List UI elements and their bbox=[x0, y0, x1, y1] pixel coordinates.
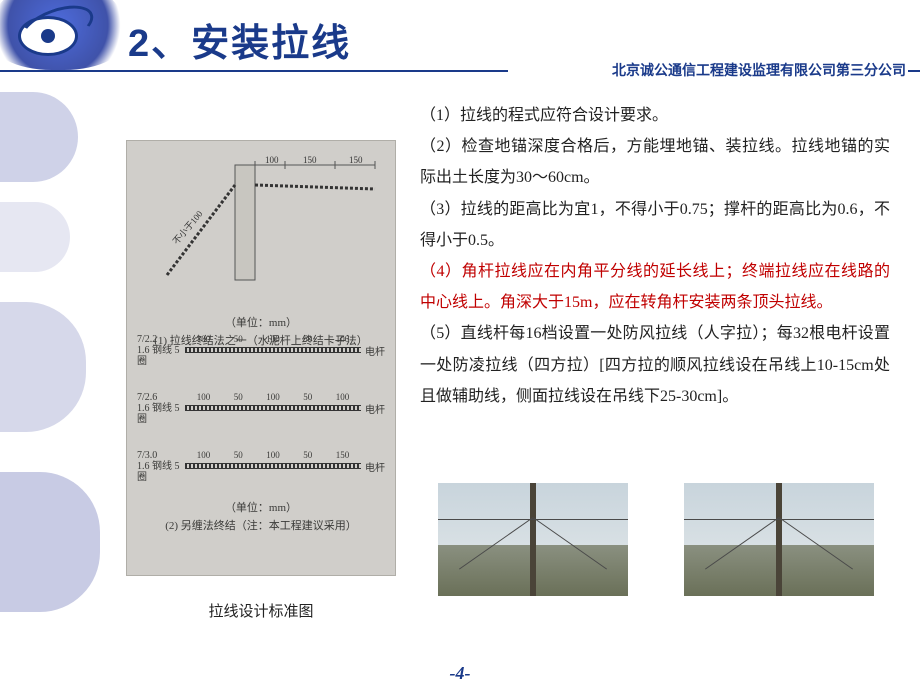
wire-label: 7/2.61.6 钢线 5 圈 bbox=[137, 392, 185, 425]
figure-caption: 拉线设计标准图 bbox=[126, 600, 396, 621]
content-area: 100 150 150 不小于100 （单位：mm） (1) 拉线终结法之一（水… bbox=[120, 100, 910, 680]
page-number: -4- bbox=[450, 663, 471, 684]
wire-dims: 1005010050100 bbox=[185, 392, 361, 402]
diagram-figure: 100 150 150 不小于100 （单位：mm） (1) 拉线终结法之一（水… bbox=[126, 140, 396, 576]
diagram-caption-2: (2) 另缠法终结（注：本工程建议采用） bbox=[137, 517, 385, 533]
diagram-unit-2: （单位：mm） bbox=[137, 499, 385, 515]
logo bbox=[18, 0, 118, 72]
side-decoration bbox=[0, 72, 110, 692]
photo-1 bbox=[438, 483, 628, 596]
wire-dims: 1005010050150 bbox=[185, 450, 361, 460]
wire-line: 1005010050150 bbox=[185, 463, 361, 469]
wire-line: 1005010050100 bbox=[185, 347, 361, 353]
side-band bbox=[0, 92, 78, 182]
body-text: （1）拉线的程式应符合设计要求。 （2）检查地锚深度合格后，方能埋地锚、装拉线。… bbox=[420, 100, 890, 412]
wire-row: 7/2.21.6 钢线 5 圈1005010050100 电杆 bbox=[137, 325, 385, 375]
side-band bbox=[0, 302, 86, 432]
para-3: （3）拉线的距高比为宜1，不得小于0.75；撑杆的距高比为0.6，不得小于0.5… bbox=[420, 194, 890, 256]
wire-label: 7/3.01.6 钢线 5 圈 bbox=[137, 450, 185, 483]
page-title: 2、安装拉线 bbox=[128, 12, 351, 67]
side-band bbox=[0, 472, 100, 612]
diagram-top-svg: 100 150 150 不小于100 bbox=[137, 155, 385, 305]
pole-label: 电杆 bbox=[365, 459, 385, 474]
wire-row: 7/3.01.6 钢线 5 圈1005010050150 电杆 bbox=[137, 441, 385, 491]
para-5: （5）直线杆每16档设置一处防风拉线（人字拉）；每32根电杆设置一处防凌拉线（四… bbox=[420, 318, 890, 412]
angle-label: 不小于100 bbox=[171, 208, 205, 246]
dim-150a: 150 bbox=[303, 155, 317, 165]
dim-100: 100 bbox=[265, 155, 279, 165]
company-subtitle: 北京诚公通信工程建设监理有限公司第三分公司 bbox=[508, 64, 908, 81]
wire-row: 7/2.61.6 钢线 5 圈1005010050100 电杆 bbox=[137, 383, 385, 433]
diagram-wire-rows: 7/2.21.6 钢线 5 圈1005010050100电杆7/2.61.6 钢… bbox=[137, 325, 385, 491]
logo-eye-icon bbox=[18, 16, 78, 56]
wire-line: 1005010050100 bbox=[185, 405, 361, 411]
header: 2、安装拉线 北京诚公通信工程建设监理有限公司第三分公司 bbox=[0, 0, 920, 72]
para-1: （1）拉线的程式应符合设计要求。 bbox=[420, 100, 890, 131]
para-2: （2）检查地锚深度合格后，方能埋地锚、装拉线。拉线地锚的实际出土长度为30～60… bbox=[420, 131, 890, 193]
wire-label: 7/2.21.6 钢线 5 圈 bbox=[137, 334, 185, 367]
photo-2 bbox=[684, 483, 874, 596]
side-band bbox=[0, 202, 70, 272]
dim-150b: 150 bbox=[349, 155, 363, 165]
pole-label: 电杆 bbox=[365, 401, 385, 416]
pole-label: 电杆 bbox=[365, 343, 385, 358]
wire-dims: 1005010050100 bbox=[185, 334, 361, 344]
para-4-highlight: （4）角杆拉线应在内角平分线的延长线上；终端拉线应在线路的中心线上。角深大于15… bbox=[420, 256, 890, 318]
